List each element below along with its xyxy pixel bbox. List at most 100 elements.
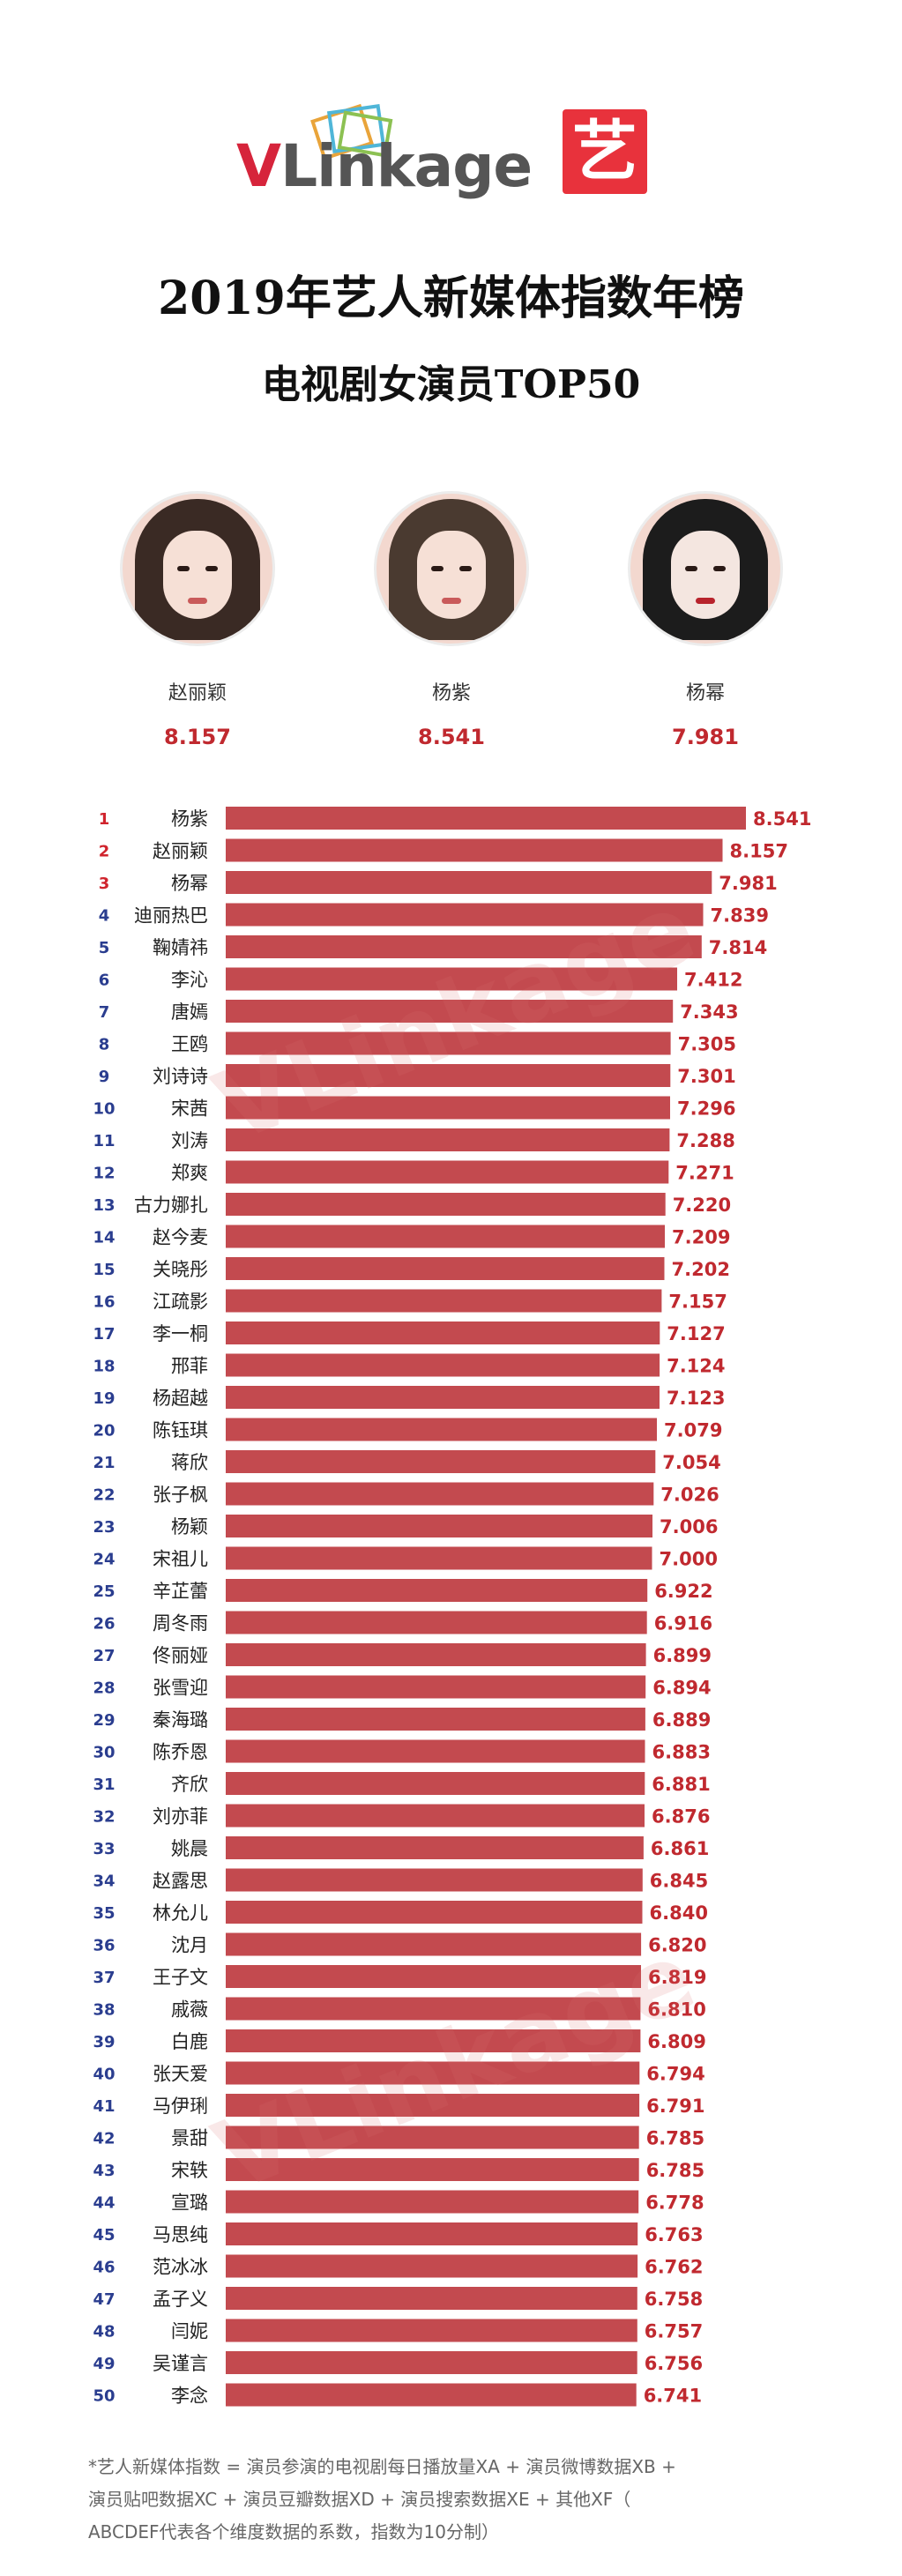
value-label: 6.916 (654, 1613, 712, 1634)
avatar (123, 494, 272, 644)
bar (226, 2383, 637, 2407)
actress-name-label: 陈乔恩 (153, 1742, 208, 1763)
rank-label: 34 (93, 1872, 115, 1891)
bar (226, 1708, 645, 1731)
value-label: 6.883 (652, 1742, 711, 1763)
rank-label: 16 (93, 1293, 115, 1312)
yi-badge-icon: 艺 (563, 109, 647, 194)
value-label: 7.124 (667, 1356, 725, 1377)
actress-name-label: 张雪迎 (153, 1678, 208, 1699)
rank-label: 43 (93, 2162, 115, 2180)
value-label: 7.814 (709, 937, 767, 958)
value-label: 7.079 (664, 1420, 722, 1441)
value-label: 6.757 (645, 2321, 703, 2342)
rank-label: 37 (93, 1969, 115, 1987)
bar (226, 2222, 638, 2245)
bar (226, 2126, 639, 2149)
rank-label: 13 (93, 1196, 115, 1215)
value-label: 6.845 (650, 1871, 708, 1892)
value-label: 6.889 (652, 1709, 711, 1731)
value-label: 7.301 (677, 1066, 735, 1087)
value-label: 7.202 (672, 1259, 730, 1280)
bar (226, 1515, 652, 1537)
logo-rest: Linkage (280, 132, 533, 200)
value-label: 6.922 (654, 1581, 712, 1602)
value-label: 6.785 (646, 2128, 704, 2149)
rank-label: 2 (99, 843, 110, 861)
rank-label: 30 (93, 1744, 115, 1762)
value-label: 6.809 (647, 2031, 705, 2052)
value-label: 6.840 (650, 1902, 708, 1924)
logo-wordmark: VLinkage (236, 132, 533, 200)
value-label: 6.876 (652, 1806, 710, 1828)
bar (226, 2190, 639, 2214)
avatar (376, 494, 526, 644)
rank-label: 44 (93, 2194, 115, 2213)
top3-profile-3: 杨幂 7.981 (617, 494, 794, 749)
rank-label: 21 (93, 1454, 115, 1472)
bar (226, 1965, 641, 1988)
bar (226, 1193, 666, 1216)
value-label: 7.006 (660, 1516, 718, 1537)
bar (226, 1000, 674, 1023)
actress-name-label: 范冰冰 (153, 2257, 208, 2278)
page-subtitle: 电视剧女演员TOP50 (261, 362, 641, 407)
bar (226, 1096, 670, 1120)
bar (226, 1997, 641, 2021)
actress-name-label: 王子文 (153, 1967, 208, 1988)
rank-label: 27 (93, 1647, 115, 1665)
profile-score: 8.157 (164, 725, 231, 749)
rank-label: 36 (93, 1937, 115, 1955)
rank-label: 3 (99, 875, 110, 893)
rank-label: 48 (93, 2323, 115, 2341)
footnote-line: ABCDEF代表各个维度数据的系数，指数为10分制） (88, 2521, 500, 2542)
bar (226, 1932, 642, 1956)
bar (226, 1643, 646, 1666)
actress-name-label: 景甜 (171, 2128, 208, 2149)
actress-name-label: 沈月 (171, 1935, 208, 1956)
rank-label: 39 (93, 2033, 115, 2051)
bar (226, 2351, 637, 2374)
header: VLinkage 艺 (0, 0, 902, 212)
rank-label: 31 (93, 1776, 115, 1794)
actress-name-label: 宋轶 (171, 2160, 208, 2181)
value-label: 7.412 (684, 970, 742, 991)
rank-label: 17 (93, 1325, 115, 1344)
actress-name-label: 王鸥 (171, 1034, 208, 1055)
rank-label: 23 (93, 1518, 115, 1537)
bar (226, 871, 712, 894)
rank-label: 5 (99, 939, 110, 957)
rank-label: 49 (93, 2355, 115, 2373)
value-label: 6.763 (645, 2224, 703, 2245)
footnote: *艺人新媒体指数 = 演员参演的电视剧每日播放量XA + 演员微博数据XB + … (88, 2451, 846, 2549)
actress-name-label: 杨颖 (171, 1516, 208, 1537)
value-label: 6.785 (646, 2160, 704, 2181)
bar (226, 935, 702, 958)
actress-name-label: 姚晨 (171, 1838, 208, 1859)
actress-name-label: 孟子义 (153, 2289, 208, 2310)
bar (226, 1386, 660, 1409)
bar (226, 1804, 645, 1828)
value-label: 7.271 (675, 1163, 734, 1184)
bar (226, 903, 704, 927)
actress-name-label: 陈钰琪 (153, 1420, 208, 1441)
actress-name-label: 蒋欣 (171, 1452, 208, 1473)
actress-name-label: 杨超越 (153, 1388, 208, 1409)
actress-name-label: 邢菲 (171, 1356, 208, 1377)
bar (226, 1836, 644, 1859)
ranking-chart-svg: 1 杨紫 8.541 2 赵丽颖 8.157 3 杨幂 7.981 4 迪丽热巴 7.839 5 鞠婧祎 7… (93, 807, 811, 2407)
actress-name-label: 辛芷蕾 (153, 1581, 208, 1602)
actress-name-label: 林允儿 (153, 1902, 208, 1924)
bar (226, 1482, 654, 1506)
actress-name-label: 赵露思 (153, 1871, 208, 1892)
actress-name-label: 戚薇 (171, 1999, 208, 2021)
bar (226, 1418, 657, 1441)
profile-name: 杨幂 (685, 682, 725, 704)
bar (226, 1868, 643, 1892)
actress-name-label: 刘诗诗 (153, 1066, 208, 1087)
rank-label: 38 (93, 2001, 115, 2020)
rank-label: 12 (93, 1165, 115, 1183)
bar (226, 1353, 660, 1377)
actress-name-label: 张子枫 (153, 1485, 208, 1506)
actress-name-label: 刘亦菲 (153, 1806, 208, 1828)
